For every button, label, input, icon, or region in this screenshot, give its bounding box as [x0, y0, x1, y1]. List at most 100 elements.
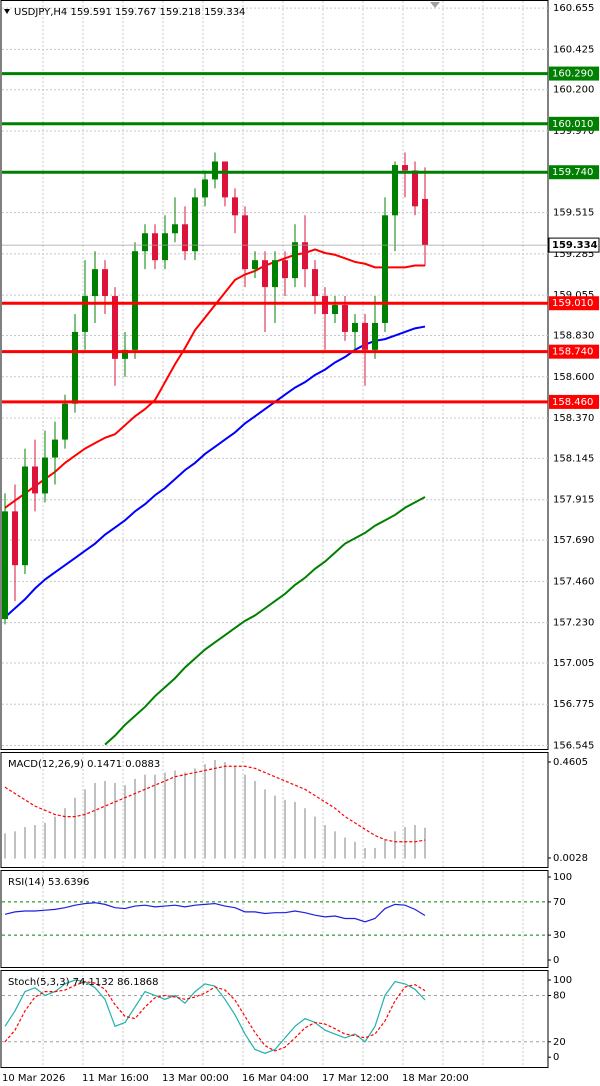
y-tick-label: 159.285	[553, 249, 594, 260]
histogram-bar	[164, 772, 166, 859]
candle-body	[262, 260, 268, 288]
level-box	[549, 344, 599, 359]
indicator-line	[4, 765, 426, 843]
histogram-bar	[304, 808, 306, 859]
candle-body	[362, 322, 368, 350]
histogram-bar	[64, 808, 66, 859]
candle-body	[192, 197, 198, 252]
shift-marker	[430, 2, 440, 8]
indicator-line	[4, 980, 426, 1052]
y-tick-label: 159.515	[553, 208, 594, 219]
y-tick-label: 0.0028	[553, 853, 588, 864]
histogram-bar	[134, 778, 136, 859]
histogram-bar	[124, 785, 126, 859]
candle-body	[212, 161, 218, 180]
panel-frame	[0, 752, 549, 868]
y-tick-label: 0	[553, 955, 559, 966]
y-tick-label: 160.425	[553, 44, 594, 55]
candle-body	[2, 511, 8, 620]
histogram-bar	[94, 783, 96, 859]
y-tick-label: 158.830	[553, 331, 594, 342]
candle-body	[132, 251, 138, 350]
histogram-bar	[74, 797, 76, 859]
y-tick-label: 100	[553, 975, 572, 986]
panel-frame	[0, 0, 549, 750]
y-tick-label: 0.4605	[553, 757, 588, 768]
histogram-bar	[114, 783, 116, 859]
histogram-bar	[234, 766, 236, 859]
panel-title: RSI(14) 53.6396	[8, 877, 89, 888]
candle-body	[222, 161, 228, 198]
candle-body	[232, 197, 238, 216]
histogram-bar	[384, 839, 386, 859]
candle-body	[252, 260, 258, 270]
level-label: 160.010	[552, 119, 593, 130]
y-tick-label: 156.775	[553, 699, 594, 710]
candle-body	[22, 466, 28, 566]
candle-body	[142, 233, 148, 252]
level-box	[549, 66, 599, 81]
chart-title: USDJPY,H4 159.591 159.767 159.218 159.33…	[14, 7, 245, 18]
candle-body	[412, 170, 418, 207]
histogram-bar	[84, 789, 86, 859]
candle-body	[162, 233, 168, 261]
level-box	[549, 394, 599, 409]
last-price-box	[548, 237, 600, 253]
y-tick-label: 70	[553, 897, 566, 908]
histogram-bar	[224, 762, 226, 859]
last-price-label: 159.334	[552, 240, 598, 251]
candle-body	[352, 322, 358, 332]
candle-body	[302, 242, 308, 270]
histogram-bar	[204, 764, 206, 859]
panel-frame	[0, 870, 549, 968]
histogram-bar	[314, 816, 316, 859]
histogram-bar	[394, 831, 396, 859]
candle-body	[282, 260, 288, 279]
level-box	[549, 296, 599, 311]
level-label: 158.740	[552, 347, 593, 358]
candle-body	[92, 269, 98, 297]
histogram-bar	[324, 824, 326, 859]
x-tick-label: 16 Mar 04:00	[242, 1073, 309, 1084]
level-label: 159.740	[552, 167, 593, 178]
candle-body	[422, 198, 428, 246]
menu-arrow[interactable]	[4, 9, 10, 14]
candle-body	[182, 224, 188, 252]
level-box	[549, 116, 599, 131]
y-tick-label: 156.545	[553, 741, 594, 752]
histogram-bar	[294, 801, 296, 859]
histogram-bar	[34, 824, 36, 859]
level-label: 159.010	[552, 298, 593, 309]
panel-frame	[0, 970, 549, 1068]
histogram-bar	[244, 774, 246, 859]
candle-body	[372, 322, 378, 350]
y-tick-label: 158.145	[553, 453, 594, 464]
y-tick-label: 159.970	[553, 126, 594, 137]
histogram-bar	[174, 770, 176, 859]
y-tick-label: 157.915	[553, 495, 594, 506]
histogram-bar	[194, 768, 196, 859]
indicator-line	[4, 902, 426, 923]
y-tick-label: 157.690	[553, 535, 594, 546]
y-tick-label: 0	[553, 1052, 559, 1063]
candle-body	[312, 269, 318, 297]
histogram-bar	[354, 841, 356, 859]
y-tick-label: 159.055	[553, 290, 594, 301]
histogram-bar	[144, 774, 146, 859]
x-tick-label: 11 Mar 16:00	[82, 1073, 149, 1084]
candle-body	[392, 165, 398, 216]
histogram-bar	[334, 831, 336, 859]
candle-body	[332, 305, 338, 314]
y-tick-label: 158.370	[553, 413, 594, 424]
y-tick-label: 20	[553, 1037, 566, 1048]
candle-body	[292, 242, 298, 279]
panel-title: Stoch(5,3,3) 74.1132 86.1868	[8, 977, 159, 988]
histogram-bar	[264, 789, 266, 859]
histogram-bar	[274, 795, 276, 859]
candle-body	[202, 179, 208, 198]
indicator-line	[104, 496, 426, 746]
candle-body	[152, 233, 158, 261]
candle-body	[322, 296, 328, 314]
histogram-bar	[104, 780, 106, 859]
histogram-bar	[4, 833, 6, 859]
